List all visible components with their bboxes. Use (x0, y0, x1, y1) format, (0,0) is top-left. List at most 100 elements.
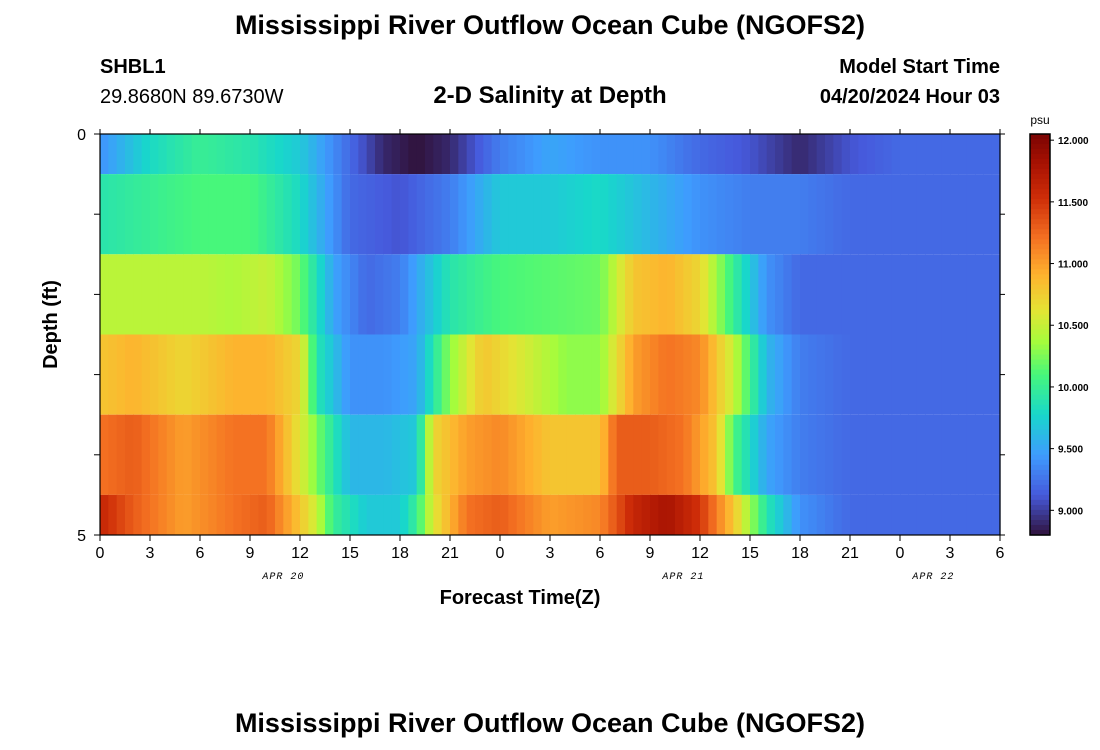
heatmap-cell (483, 254, 493, 335)
heatmap-cell (250, 134, 259, 175)
colorbar-segment (1030, 164, 1050, 170)
heatmap-cell (141, 134, 151, 175)
heatmap-cell (525, 174, 534, 255)
heatmap-cell (200, 494, 209, 535)
heatmap-cell (358, 334, 368, 415)
heatmap-cell (283, 134, 293, 175)
heatmap-cell (225, 414, 234, 495)
heatmap-cell (333, 174, 343, 255)
heatmap-cell (716, 254, 726, 335)
heatmap-cell (233, 414, 243, 495)
heatmap-cell (683, 494, 693, 535)
heatmap-cell (316, 494, 326, 535)
heatmap-cell (575, 174, 584, 255)
heatmap-cell (241, 254, 251, 335)
heatmap-cell (308, 254, 318, 335)
heatmap-cell (950, 334, 959, 415)
heatmap-cell (641, 134, 651, 175)
heatmap-cell (225, 134, 234, 175)
heatmap-cell (158, 174, 168, 255)
heatmap-cell (875, 494, 884, 535)
heatmap-cell (641, 334, 651, 415)
heatmap-cell (550, 134, 559, 175)
heatmap-cell (141, 414, 151, 495)
heatmap-cell (641, 174, 651, 255)
heatmap-cell (566, 334, 576, 415)
heatmap-cell (783, 494, 793, 535)
heatmap-cell (991, 134, 1001, 175)
heatmap-cell (450, 334, 459, 415)
heatmap-cell (466, 334, 476, 415)
model-start-label: Model Start Time (839, 56, 1000, 78)
heatmap-cell (558, 174, 568, 255)
heatmap-cell (766, 134, 776, 175)
heatmap-cell (125, 334, 134, 415)
heatmap-cell (883, 414, 893, 495)
heatmap-cell (608, 494, 618, 535)
heatmap-cell (466, 174, 476, 255)
heatmap-cell (400, 254, 409, 335)
heatmap-cell (408, 174, 418, 255)
heatmap-cell (150, 414, 159, 495)
heatmap-cell (508, 254, 518, 335)
heatmap-cell (350, 174, 359, 255)
heatmap-cell (433, 414, 443, 495)
heatmap-cell (733, 334, 743, 415)
heatmap-cell (391, 254, 401, 335)
colorbar-segment (1030, 379, 1050, 386)
x-tick-label: 15 (341, 545, 359, 562)
heatmap-cell (408, 414, 418, 495)
heatmap-cell (841, 174, 851, 255)
heatmap-cell (491, 134, 501, 175)
heatmap-cell (616, 494, 626, 535)
heatmap-cell (800, 254, 809, 335)
heatmap-cell (900, 254, 909, 335)
heatmap-cell (725, 134, 734, 175)
heatmap-cell (458, 334, 468, 415)
heatmap-cell (233, 334, 243, 415)
x-tick-label: 6 (596, 545, 605, 562)
heatmap-cell (658, 134, 668, 175)
colorbar-segment (1030, 254, 1050, 260)
heatmap-cell (258, 494, 268, 535)
heatmap-cell (808, 134, 818, 175)
heatmap-cell (850, 134, 859, 175)
colorbar-segment (1030, 524, 1050, 531)
colorbar-segment (1030, 279, 1050, 285)
heatmap-cell (358, 134, 368, 175)
heatmap-cell (233, 254, 243, 335)
colorbar-tick-label: 9.000 (1058, 506, 1083, 517)
heatmap-cell (291, 414, 301, 495)
heatmap-cell (158, 134, 168, 175)
colorbar-segment (1030, 149, 1050, 155)
x-axis-label: Forecast Time(Z) (440, 587, 601, 609)
heatmap-cell (966, 254, 976, 335)
heatmap-cell (758, 494, 768, 535)
colorbar-segment (1030, 224, 1050, 230)
heatmap-cell (641, 494, 651, 535)
heatmap-cell (625, 174, 634, 255)
heatmap-cell (766, 414, 776, 495)
heatmap-cell (775, 174, 784, 255)
colorbar-segment (1030, 219, 1050, 225)
heatmap-cell (258, 414, 268, 495)
heatmap-cell (100, 174, 109, 255)
date-label: APR 22 (911, 572, 954, 583)
heatmap-cell (841, 414, 851, 495)
heatmap-cell (250, 254, 259, 335)
heatmap-cell (891, 134, 901, 175)
colorbar-segment (1030, 454, 1050, 461)
heatmap-cell (133, 174, 143, 255)
heatmap-cell (133, 414, 143, 495)
heatmap-cell (716, 414, 726, 495)
heatmap-cell (300, 334, 309, 415)
heatmap-cell (100, 334, 109, 415)
heatmap-cell (883, 254, 893, 335)
x-tick-label: 3 (946, 545, 955, 562)
heatmap-cell (708, 174, 718, 255)
heatmap-cell (600, 254, 609, 335)
heatmap-cell (291, 494, 301, 535)
heatmap-cell (758, 414, 768, 495)
heatmap-cell (950, 134, 959, 175)
heatmap-cell (533, 494, 543, 535)
